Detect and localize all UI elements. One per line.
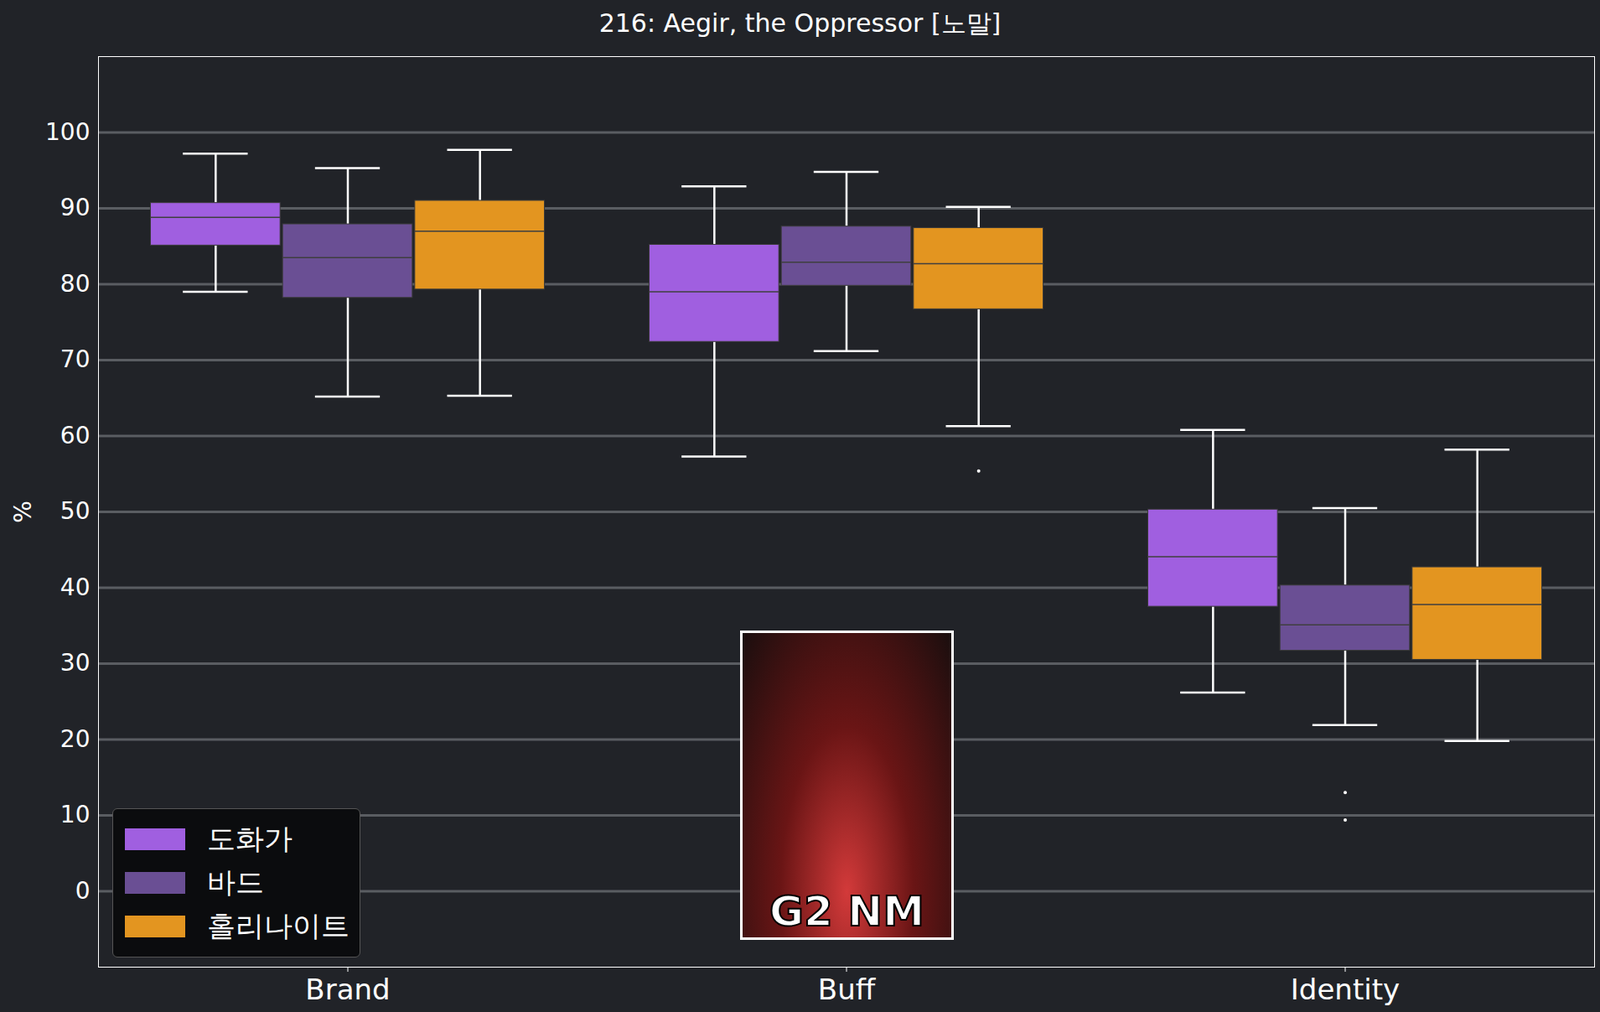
html-text:도화가: 도화가 <box>207 821 293 855</box>
svg-text:90: 90 <box>60 193 91 222</box>
svg-text:Identity: Identity <box>1290 972 1400 1006</box>
svg-text:20: 20 <box>60 724 91 753</box>
svg-text:10: 10 <box>60 800 91 829</box>
svg-text:%: % <box>9 500 37 523</box>
svg-text:50: 50 <box>60 497 91 525</box>
svg-text:80: 80 <box>60 269 91 298</box>
svg-text:Buff: Buff <box>818 972 877 1006</box>
html-text:홀리나이트: 홀리나이트 <box>207 908 350 943</box>
html-text:바드: 바드 <box>207 864 265 899</box>
svg-text:60: 60 <box>60 421 91 450</box>
svg-text:40: 40 <box>60 573 91 601</box>
svg-text:Brand: Brand <box>305 972 390 1006</box>
svg-text:0: 0 <box>75 876 91 905</box>
svg-text:70: 70 <box>60 345 91 373</box>
html-text:216: Aegir, the Oppressor [노말]: 216: Aegir, the Oppressor [노말] <box>599 8 1001 38</box>
html-text:G2 NM: G2 NM <box>769 886 925 936</box>
svg-text:100: 100 <box>45 118 90 146</box>
svg-text:30: 30 <box>60 648 91 677</box>
